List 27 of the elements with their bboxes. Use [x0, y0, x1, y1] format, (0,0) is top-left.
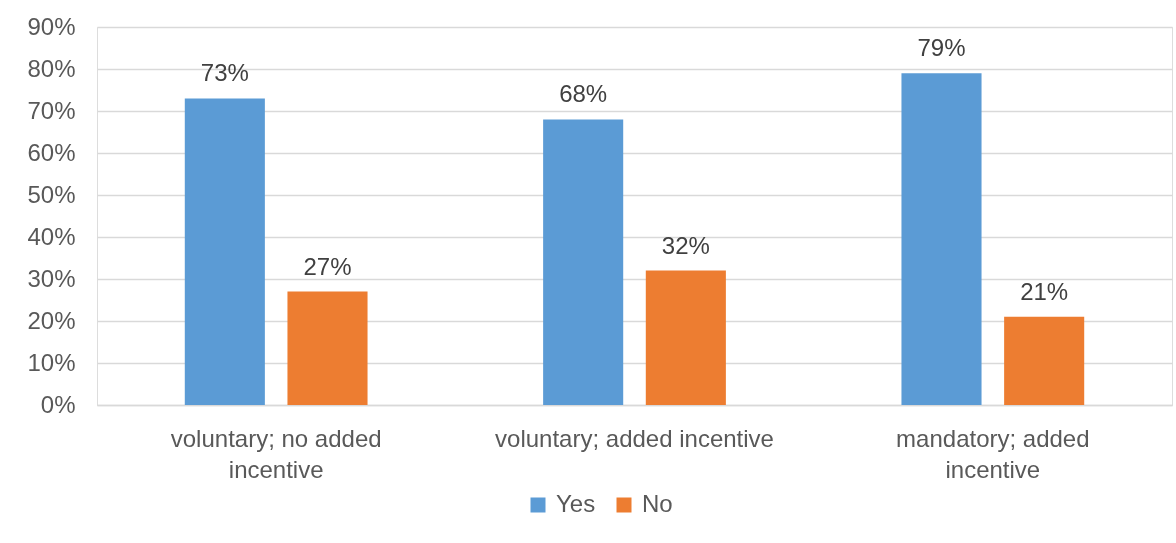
y-tick-label: 70% [27, 96, 76, 124]
y-tick-label: 40% [27, 222, 76, 250]
y-tick-label: 60% [27, 138, 76, 166]
data-label: 27% [303, 252, 352, 280]
x-tick-label: voluntary; no added incentive [170, 424, 382, 483]
x-tick-label: voluntary; added incentive [495, 424, 774, 452]
data-label: 73% [200, 59, 249, 87]
y-tick-label: 30% [27, 264, 76, 292]
data-label: 79% [917, 34, 966, 62]
y-tick-label: 10% [27, 348, 76, 376]
y-tick-label: 90% [27, 12, 76, 40]
bar [184, 98, 265, 405]
legend-label: Yes [556, 490, 596, 517]
x-tick-label: mandatory; added incentive [896, 424, 1090, 483]
y-tick-label: 80% [27, 54, 76, 82]
bar [1004, 316, 1085, 405]
y-tick-label: 50% [27, 180, 76, 208]
data-label: 21% [1020, 277, 1069, 305]
data-label: 68% [559, 80, 608, 108]
y-tick-label: 20% [27, 306, 76, 334]
bar [287, 291, 368, 405]
bar [543, 119, 624, 405]
legend-label: No [642, 490, 673, 517]
data-label: 32% [661, 231, 710, 259]
y-tick-label: 0% [40, 390, 76, 418]
bar [645, 270, 726, 405]
bar [901, 73, 982, 405]
